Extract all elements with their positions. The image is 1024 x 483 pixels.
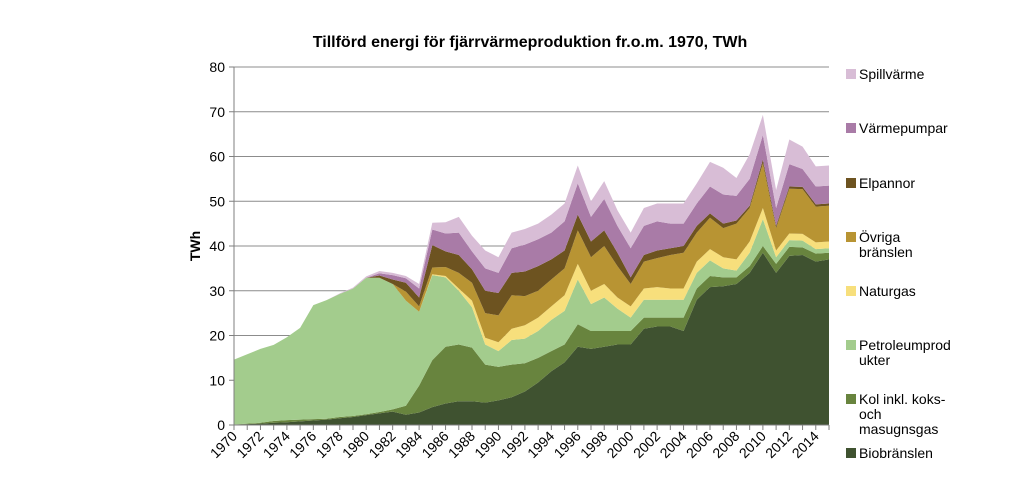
x-tick-label-1990: 1990 (471, 428, 504, 461)
area-4 (234, 163, 829, 360)
legend-label-0: Biobränslen (859, 445, 933, 461)
x-tick-label-2004: 2004 (656, 428, 689, 461)
legend-swatch-2 (846, 340, 856, 350)
y-tick-label-40: 40 (209, 238, 225, 254)
y-tick-label-50: 50 (209, 193, 225, 209)
x-tick-label-1972: 1972 (233, 428, 266, 461)
x-tick-label-1978: 1978 (313, 428, 346, 461)
x-tick-label-1986: 1986 (418, 428, 451, 461)
legend: Spillvärme Värmepumpar Elpannor Övriga bräns… (846, 66, 951, 461)
x-tick-label-2008: 2008 (709, 428, 742, 461)
y-tick-label-10: 10 (209, 372, 225, 388)
legend-swatch-1 (846, 394, 856, 404)
x-tick-label-1992: 1992 (498, 428, 531, 461)
legend-label-3: Naturgas (859, 283, 916, 299)
y-tick-label-30: 30 (209, 283, 225, 299)
legend-swatch-4 (846, 232, 856, 242)
y-tick-label-0: 0 (217, 417, 225, 433)
x-tick-label-1982: 1982 (365, 428, 398, 461)
area-2 (234, 219, 829, 425)
x-tick-label-2002: 2002 (630, 428, 663, 461)
area-3 (234, 207, 829, 360)
area-6 (234, 135, 829, 360)
x-tick-label-2014: 2014 (789, 428, 822, 461)
x-tick-label-1974: 1974 (260, 428, 293, 461)
y-tick-label-60: 60 (209, 149, 225, 165)
x-tick-label-1984: 1984 (392, 428, 425, 461)
x-tick-label-2010: 2010 (736, 428, 769, 461)
area-series (234, 114, 829, 425)
legend-label-6: Värmepumpar (859, 120, 948, 136)
area-0 (234, 252, 829, 425)
legend-swatch-5 (846, 178, 856, 188)
legend-label-2: Petroleumprod ukter (859, 337, 951, 368)
y-tick-label-20: 20 (209, 328, 225, 344)
legend-swatch-6 (846, 123, 856, 133)
x-tick-label-1998: 1998 (577, 428, 610, 461)
legend-swatch-7 (846, 69, 856, 79)
x-tick-label-1970: 1970 (207, 428, 240, 461)
legend-swatch-0 (846, 448, 856, 458)
legend-swatch-3 (846, 286, 856, 296)
x-tick-label-1996: 1996 (551, 428, 584, 461)
axes (229, 66, 830, 430)
y-tick-label-80: 80 (209, 59, 225, 75)
chart-title: Tillförd energi för fjärrvärmeproduktion… (313, 34, 747, 51)
x-tick-label-2000: 2000 (603, 428, 636, 461)
x-tick-label-1976: 1976 (286, 428, 319, 461)
legend-label-4: Övriga bränslen (859, 228, 913, 260)
legend-label-7: Spillvärme (859, 66, 925, 82)
legend-label-5: Elpannor (859, 175, 915, 191)
x-tick-labels: 1970197219741976197819801982198419861988… (207, 428, 822, 461)
area-7 (234, 114, 829, 360)
x-tick-label-1988: 1988 (445, 428, 478, 461)
y-axis-label: TWh (187, 231, 203, 261)
legend-label-1: Kol inkl. koks-och masugnsgas (859, 391, 946, 437)
x-tick-label-1994: 1994 (524, 428, 557, 461)
x-tick-label-1980: 1980 (339, 428, 372, 461)
y-tick-labels: 0 10 20 30 40 50 60 70 80 (209, 59, 225, 433)
x-tick-label-2006: 2006 (683, 428, 716, 461)
x-tick-label-2012: 2012 (762, 428, 795, 461)
y-tick-label-70: 70 (209, 104, 225, 120)
